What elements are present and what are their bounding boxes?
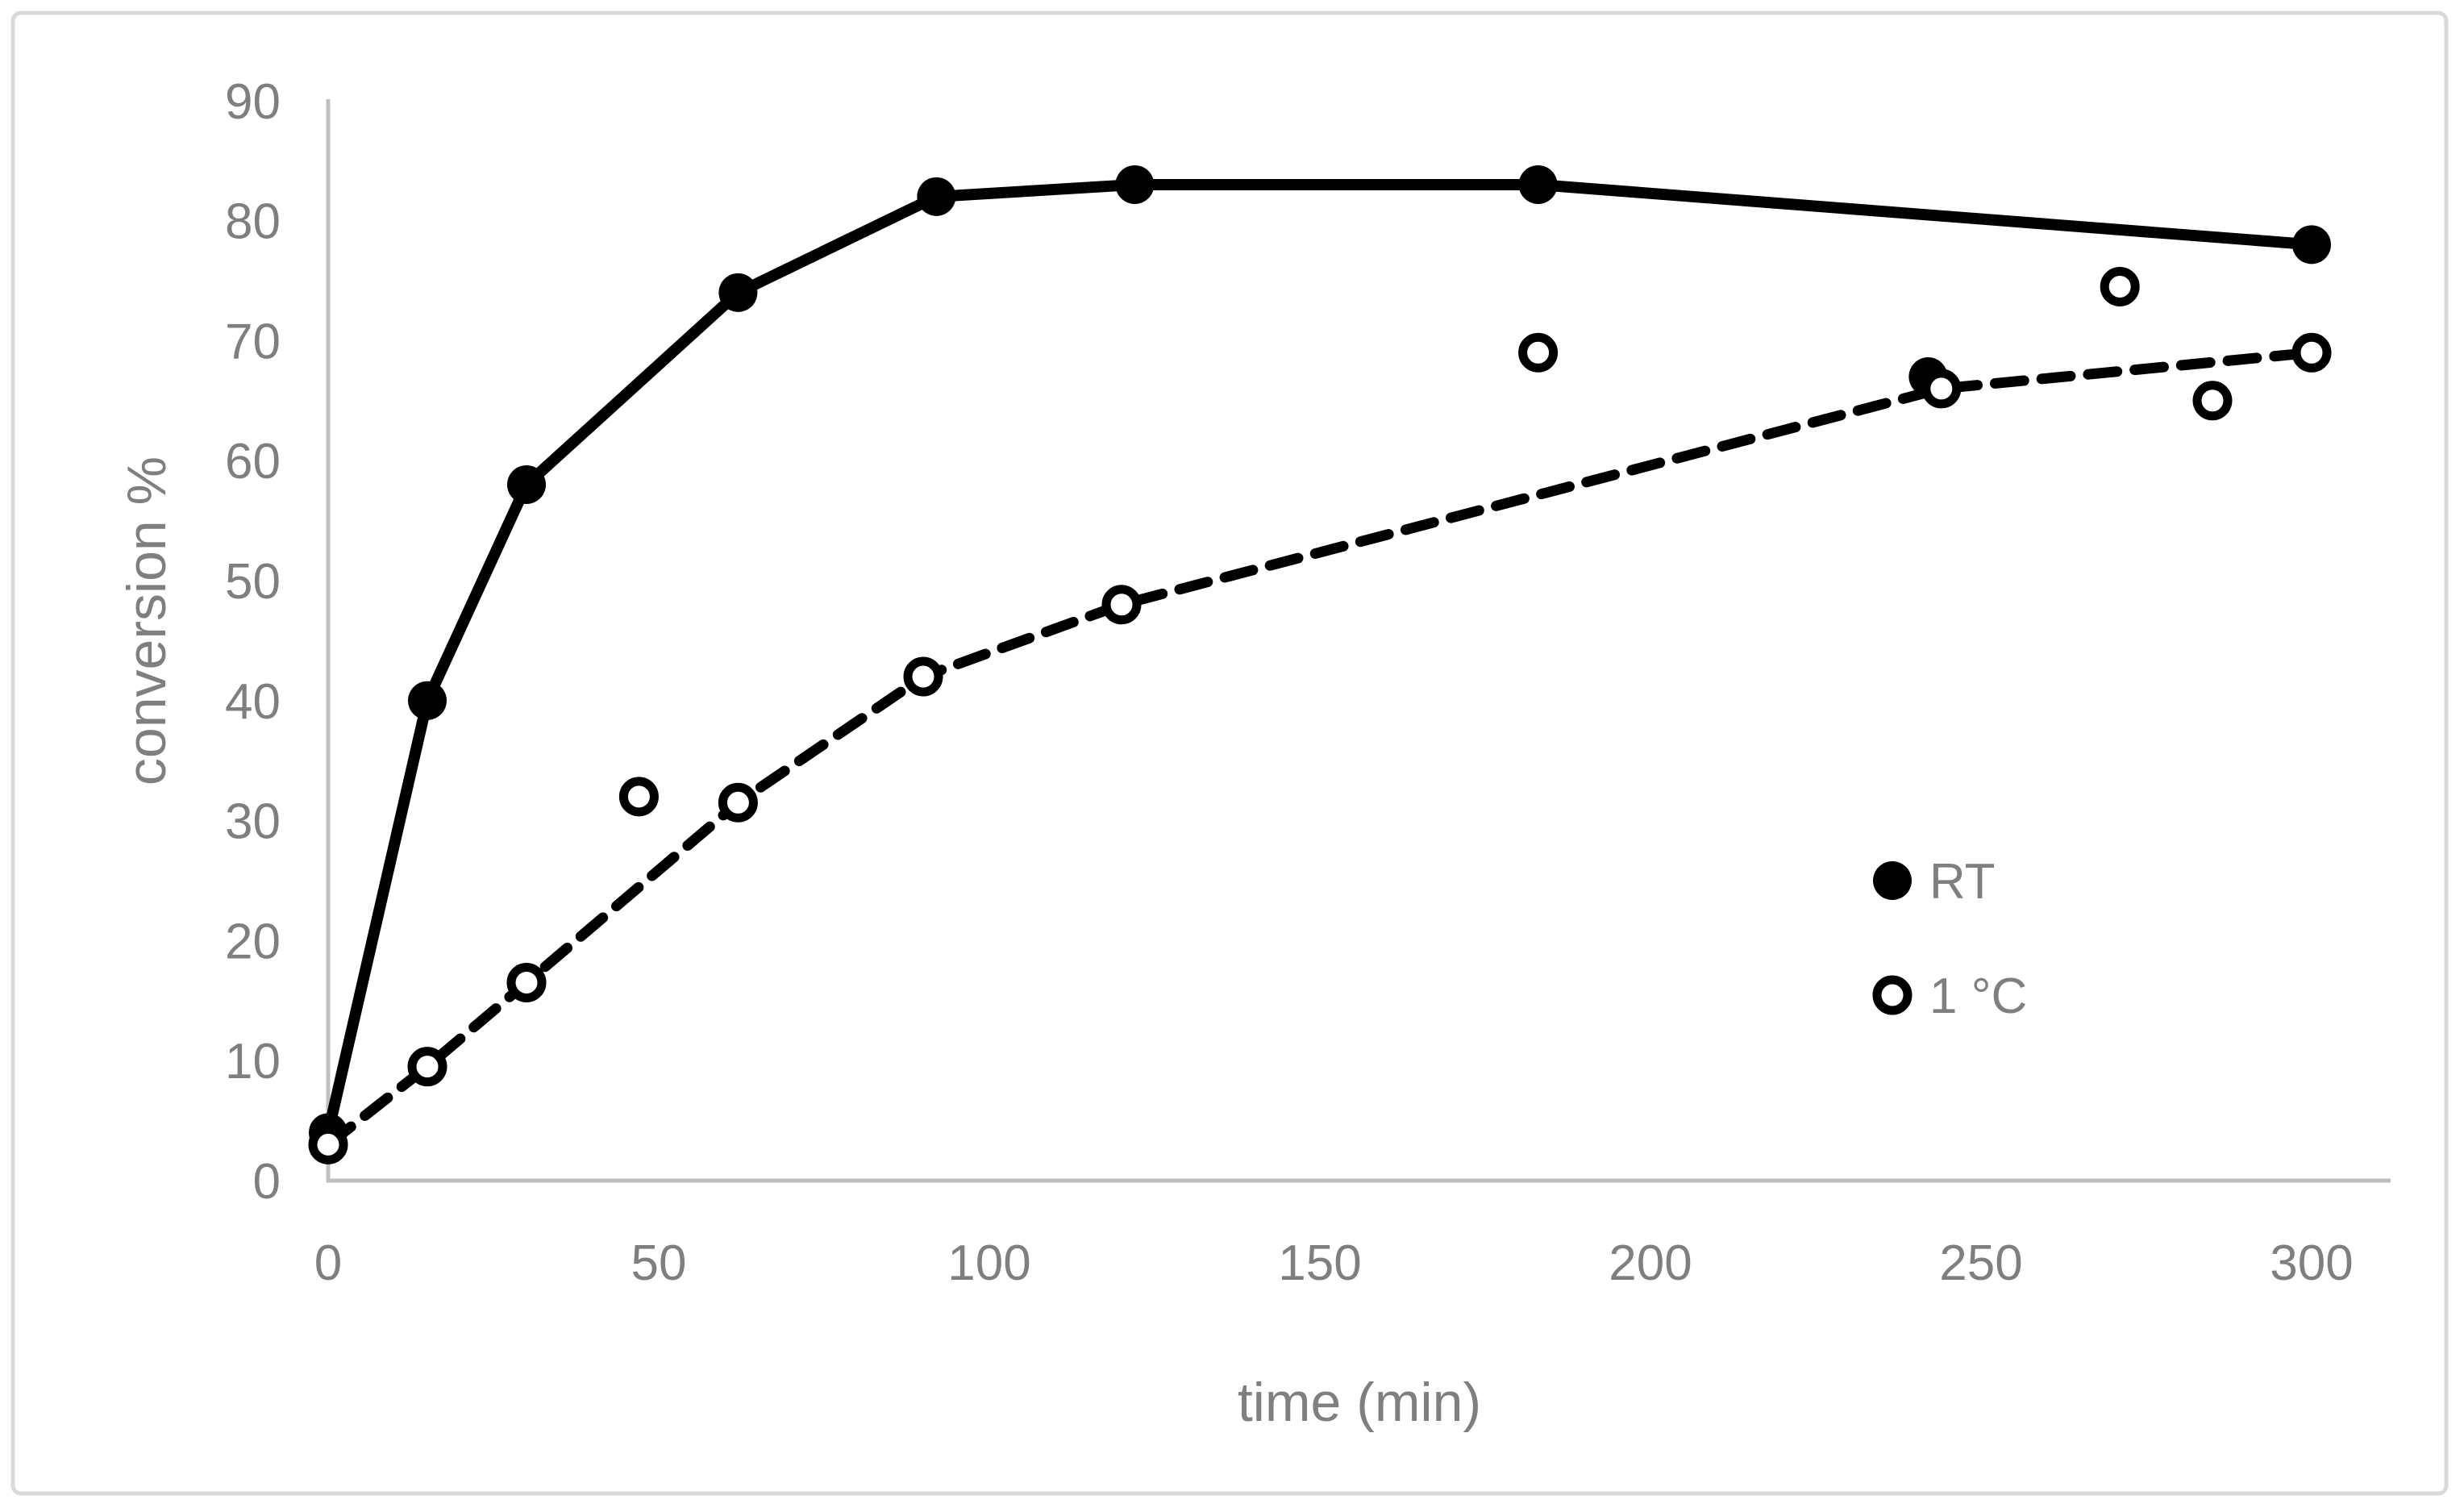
y-tick-label: 0: [253, 1154, 281, 1210]
legend-marker-1c-open-circle-icon: [1872, 975, 1913, 1015]
y-tick-label: 20: [225, 914, 281, 969]
series-rt-solid-line: [323, 178, 2317, 1139]
data-series: [308, 165, 2332, 1164]
figure-border: [10, 10, 2449, 1496]
y-tick-label: 50: [225, 554, 281, 610]
one-degree-data-point-marker: [308, 1124, 348, 1164]
legend-label-rt: RT: [1929, 854, 1996, 910]
x-axis-tick-labels: 0 50 100 150 200 250 300: [314, 1235, 2354, 1291]
y-tick-label: 80: [225, 194, 281, 250]
legend-label-1c: 1 °C: [1929, 969, 2027, 1024]
one-degree-data-point-marker: [2291, 332, 2332, 373]
y-tick-label: 90: [225, 74, 281, 130]
y-tick-label: 10: [225, 1034, 281, 1089]
x-tick-label: 300: [2270, 1235, 2353, 1291]
x-tick-label: 200: [1609, 1235, 1692, 1291]
y-tick-label: 40: [225, 674, 281, 730]
series-1c-dashed-line: [323, 347, 2317, 1150]
y-axis-tick-labels: 0 10 20 30 40 50 60 70 80 90: [225, 74, 281, 1210]
x-tick-label: 250: [1939, 1235, 2022, 1291]
one-degree-data-point-marker: [903, 656, 943, 697]
one-degree-data-point-marker: [2192, 381, 2233, 421]
x-axis-title: time (min): [1238, 1372, 1481, 1433]
rt-data-point-marker: [917, 177, 956, 216]
one-degree-data-point-marker: [506, 962, 547, 1002]
x-tick-label: 0: [314, 1235, 342, 1291]
x-tick-label: 100: [947, 1235, 1030, 1291]
rt-data-point-marker: [1115, 165, 1155, 204]
one-degree-data-point-marker: [718, 782, 758, 823]
x-tick-label: 50: [631, 1235, 687, 1291]
legend-marker-rt-filled-circle-icon: [1873, 861, 1912, 900]
one-degree-data-point-marker: [1101, 585, 1142, 625]
rt-data-point-marker: [2292, 225, 2331, 265]
y-tick-label: 30: [225, 794, 281, 850]
y-tick-label: 70: [225, 314, 281, 369]
rt-data-point-marker: [408, 681, 447, 720]
one-degree-data-point-marker: [407, 1047, 447, 1087]
rt-data-point-marker: [1518, 165, 1558, 204]
one-degree-data-point-marker: [1921, 369, 1962, 409]
x-tick-label: 150: [1278, 1235, 1361, 1291]
rt-data-point-marker: [507, 464, 546, 504]
y-tick-label: 60: [225, 434, 281, 489]
one-degree-data-point-marker: [2100, 266, 2140, 306]
one-degree-data-point-marker: [618, 777, 659, 817]
legend: RT 1 °C: [1872, 854, 2027, 1024]
y-axis-title: conversion %: [116, 456, 177, 785]
rt-data-point-marker: [718, 273, 758, 312]
one-degree-data-point-marker: [1518, 332, 1559, 373]
